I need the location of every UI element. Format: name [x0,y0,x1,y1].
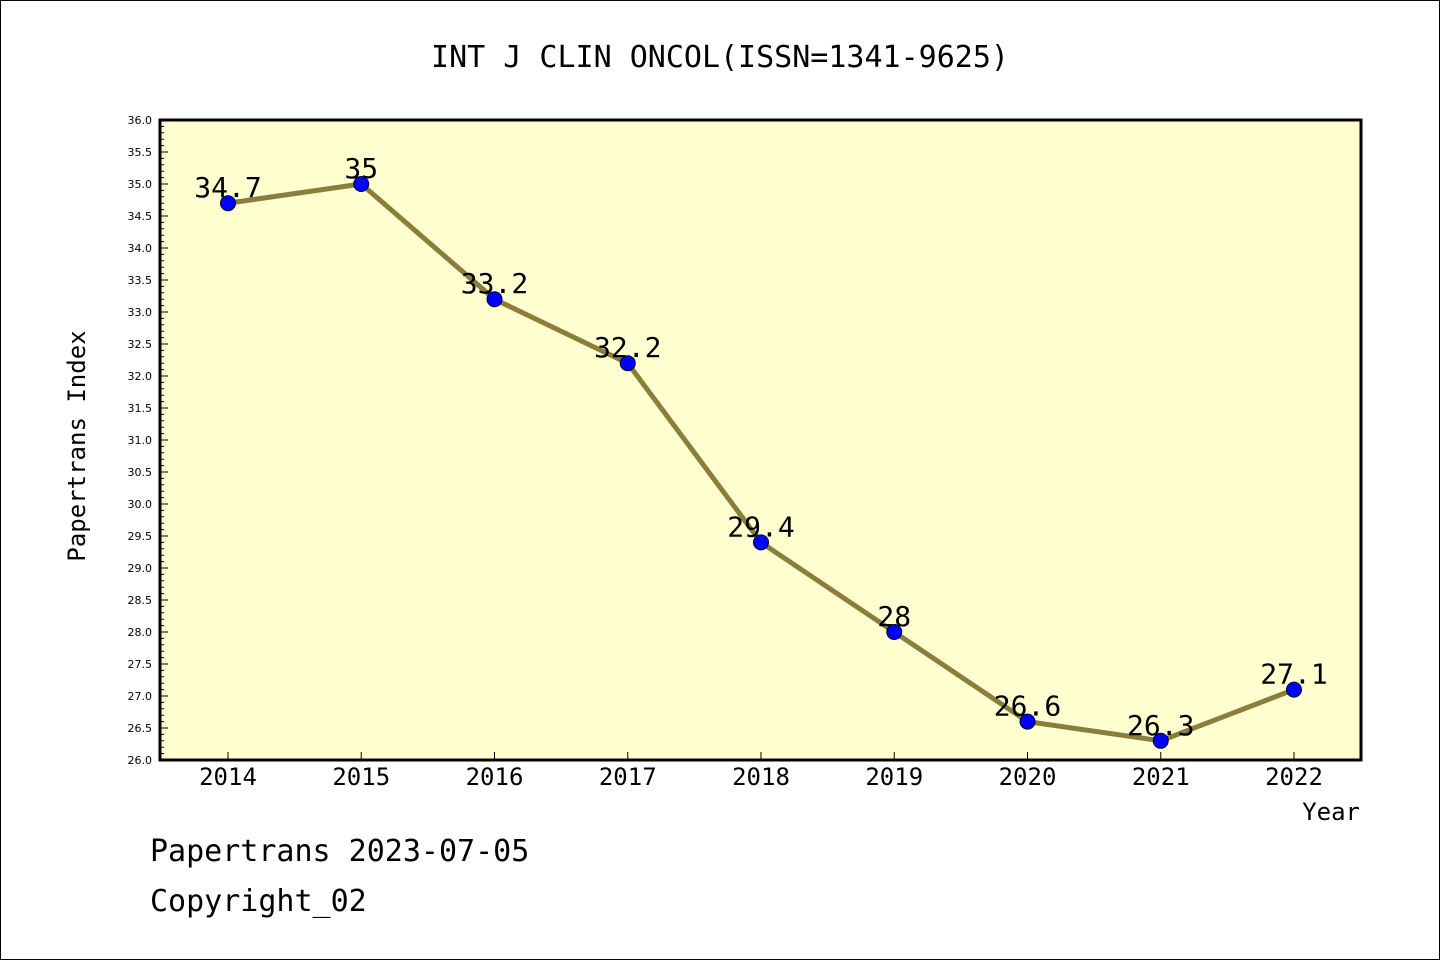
y-tick-label: 32.5 [128,338,153,351]
y-axis-label: Papertrans Index [63,330,91,561]
y-tick-label: 29.5 [128,530,153,543]
x-tick-label: 2015 [332,763,390,791]
footer-date: Papertrans 2023-07-05 [150,834,530,869]
y-tick-label: 28.0 [128,626,153,639]
data-label: 29.4 [727,510,794,543]
chart-title: INT J CLIN ONCOL(ISSN=1341-9625) [431,40,1009,75]
y-tick-label: 30.5 [128,466,153,479]
y-axis: 26.0 26.5 27.0 27.5 28.0 28.5 29.0 29.5 30.0 30.5… [128,114,168,767]
y-tick-label: 27.5 [128,658,153,671]
data-label: 33.2 [461,267,528,300]
y-tick-label: 31.0 [128,434,153,447]
x-tick-label: 2019 [865,763,923,791]
y-tick-label: 36.0 [128,114,153,127]
y-tick-label: 27.0 [128,690,153,703]
data-label: 27.1 [1260,658,1327,691]
y-tick-label: 26.0 [128,754,153,767]
data-point [753,534,769,551]
x-tick-label: 2016 [466,763,524,791]
y-tick-label: 29.0 [128,562,153,575]
y-tick-label: 35.0 [128,178,153,191]
data-point [486,291,503,308]
data-label: 34.7 [194,171,261,204]
data-label: 26.6 [994,690,1061,723]
x-tick-label: 2017 [599,763,657,791]
data-label: 35 [344,152,378,185]
x-tick-label: 2014 [199,763,257,791]
y-tick-label: 33.5 [128,274,153,287]
data-labels: 34.7 35 33.2 32.2 29.4 28 26.6 26.3 27.1 [194,152,1327,742]
y-tick-label: 34.5 [128,210,153,223]
data-point [353,176,370,192]
y-tick-label: 33.0 [128,306,153,319]
x-axis: 2014 2015 2016 2017 2018 2019 2020 2021 2022 [199,752,1323,791]
y-tick-label: 28.5 [128,594,153,607]
data-point [1152,732,1169,749]
y-tick-label: 26.5 [128,722,153,735]
data-point [1286,681,1302,698]
footer-copyright: Copyright_02 [150,884,367,919]
y-tick-label: 32.0 [128,370,153,383]
y-tick-label: 35.5 [128,146,153,159]
x-tick-label: 2022 [1265,763,1323,791]
data-point [1019,713,1036,730]
series-line [220,176,1302,749]
data-label: 26.3 [1127,709,1194,742]
y-tick-label: 31.5 [128,402,153,415]
plot-area [158,118,1363,762]
x-tick-label: 2021 [1132,763,1190,791]
data-point [619,355,636,372]
data-point [886,624,903,640]
data-label: 32.2 [594,331,661,364]
x-axis-label: Year [1302,798,1360,826]
data-point [220,195,236,212]
data-label: 28 [877,600,911,633]
x-tick-label: 2020 [999,763,1057,791]
y-tick-label: 30.0 [128,498,153,511]
y-tick-label: 34.0 [128,242,153,255]
x-tick-label: 2018 [732,763,790,791]
